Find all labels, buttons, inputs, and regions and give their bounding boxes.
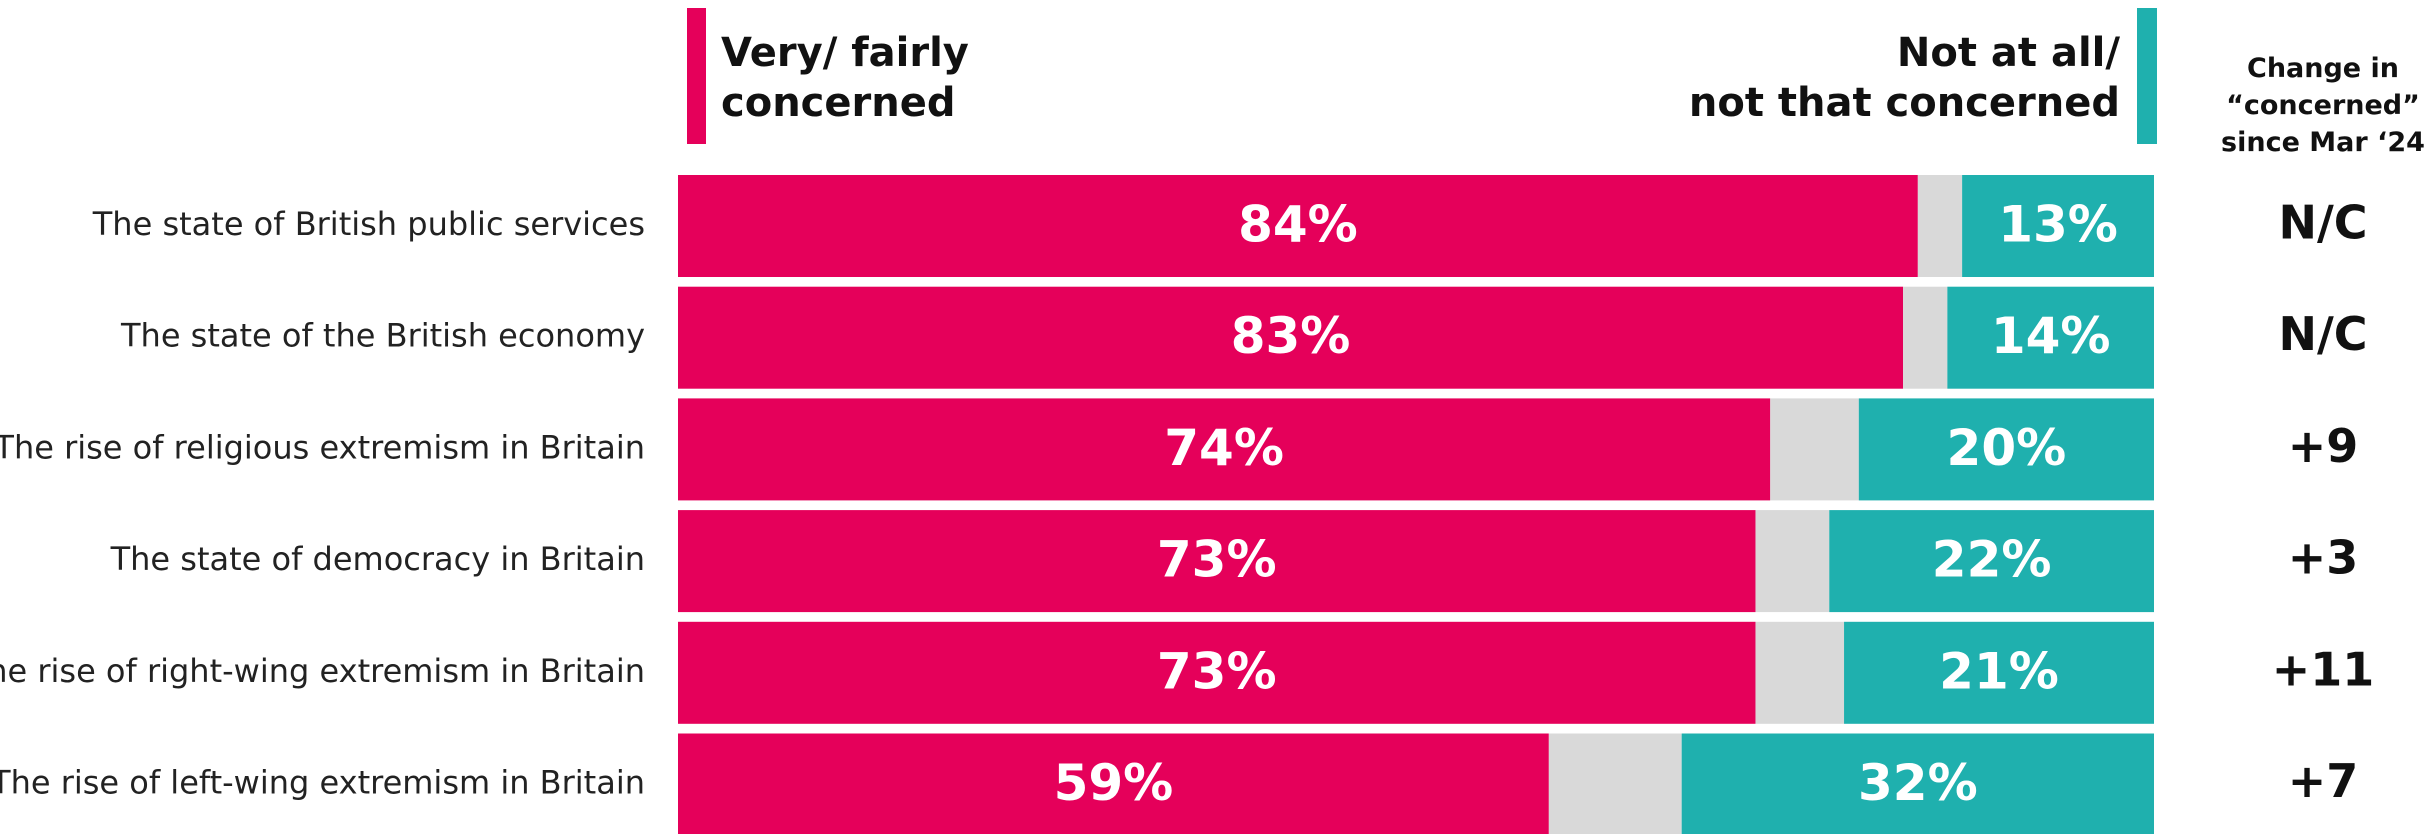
category-label: The rise of left-wing extremism in Brita…	[0, 764, 645, 802]
bar-segment	[678, 175, 1918, 277]
bar-segment	[1858, 398, 2154, 501]
legend-swatch	[687, 8, 706, 144]
bar-segment	[1755, 510, 1830, 613]
change-value: +3	[2288, 531, 2359, 585]
bar-segment	[1962, 175, 2154, 277]
change-value: +11	[2272, 642, 2375, 696]
change-value: N/C	[2278, 196, 2367, 250]
bar-segment	[678, 398, 1771, 501]
bar-segment	[678, 510, 1756, 613]
bar-segment	[1548, 733, 1682, 834]
value-label: 21%	[1939, 642, 2059, 700]
value-label: 83%	[1231, 307, 1351, 365]
bar-segment	[678, 286, 1904, 389]
value-label: 84%	[1238, 196, 1358, 254]
bar-segment	[1755, 621, 1845, 724]
bar-segment	[1844, 621, 2154, 724]
change-value: +9	[2288, 419, 2359, 473]
bar-segment	[1917, 175, 1963, 277]
category-label: The rise of religious extremism in Brita…	[0, 428, 645, 466]
value-label: 22%	[1932, 531, 2052, 589]
category-label: The rise of right-wing extremism in Brit…	[0, 652, 645, 690]
legend-swatch	[2137, 8, 2157, 144]
category-label: The state of democracy in Britain	[110, 540, 645, 578]
bar-segment	[1770, 398, 1859, 501]
value-label: 73%	[1157, 642, 1277, 700]
bar-segment	[1903, 286, 1948, 389]
value-label: 14%	[1991, 307, 2111, 365]
bar-segment	[1681, 733, 2154, 834]
change-value: N/C	[2278, 307, 2367, 361]
change-value: +7	[2288, 754, 2359, 808]
value-label: 59%	[1054, 754, 1174, 812]
category-label: The state of British public services	[92, 205, 645, 243]
category-label: The state of the British economy	[120, 317, 645, 355]
value-label: 20%	[1947, 419, 2067, 477]
value-label: 32%	[1858, 754, 1978, 812]
bar-segment	[1947, 286, 2154, 389]
bar-segment	[678, 733, 1549, 834]
column-header: Change in “concerned” since Mar ‘24	[2221, 53, 2425, 158]
value-label: 73%	[1157, 531, 1277, 589]
legend-label: Not at all/ not that concerned	[1688, 30, 2120, 126]
bar-segment	[678, 621, 1756, 724]
value-label: 74%	[1164, 419, 1284, 477]
legend-label: Very/ fairly concerned	[721, 30, 969, 126]
value-label: 13%	[1998, 196, 2118, 254]
bar-segment	[1829, 510, 2154, 613]
